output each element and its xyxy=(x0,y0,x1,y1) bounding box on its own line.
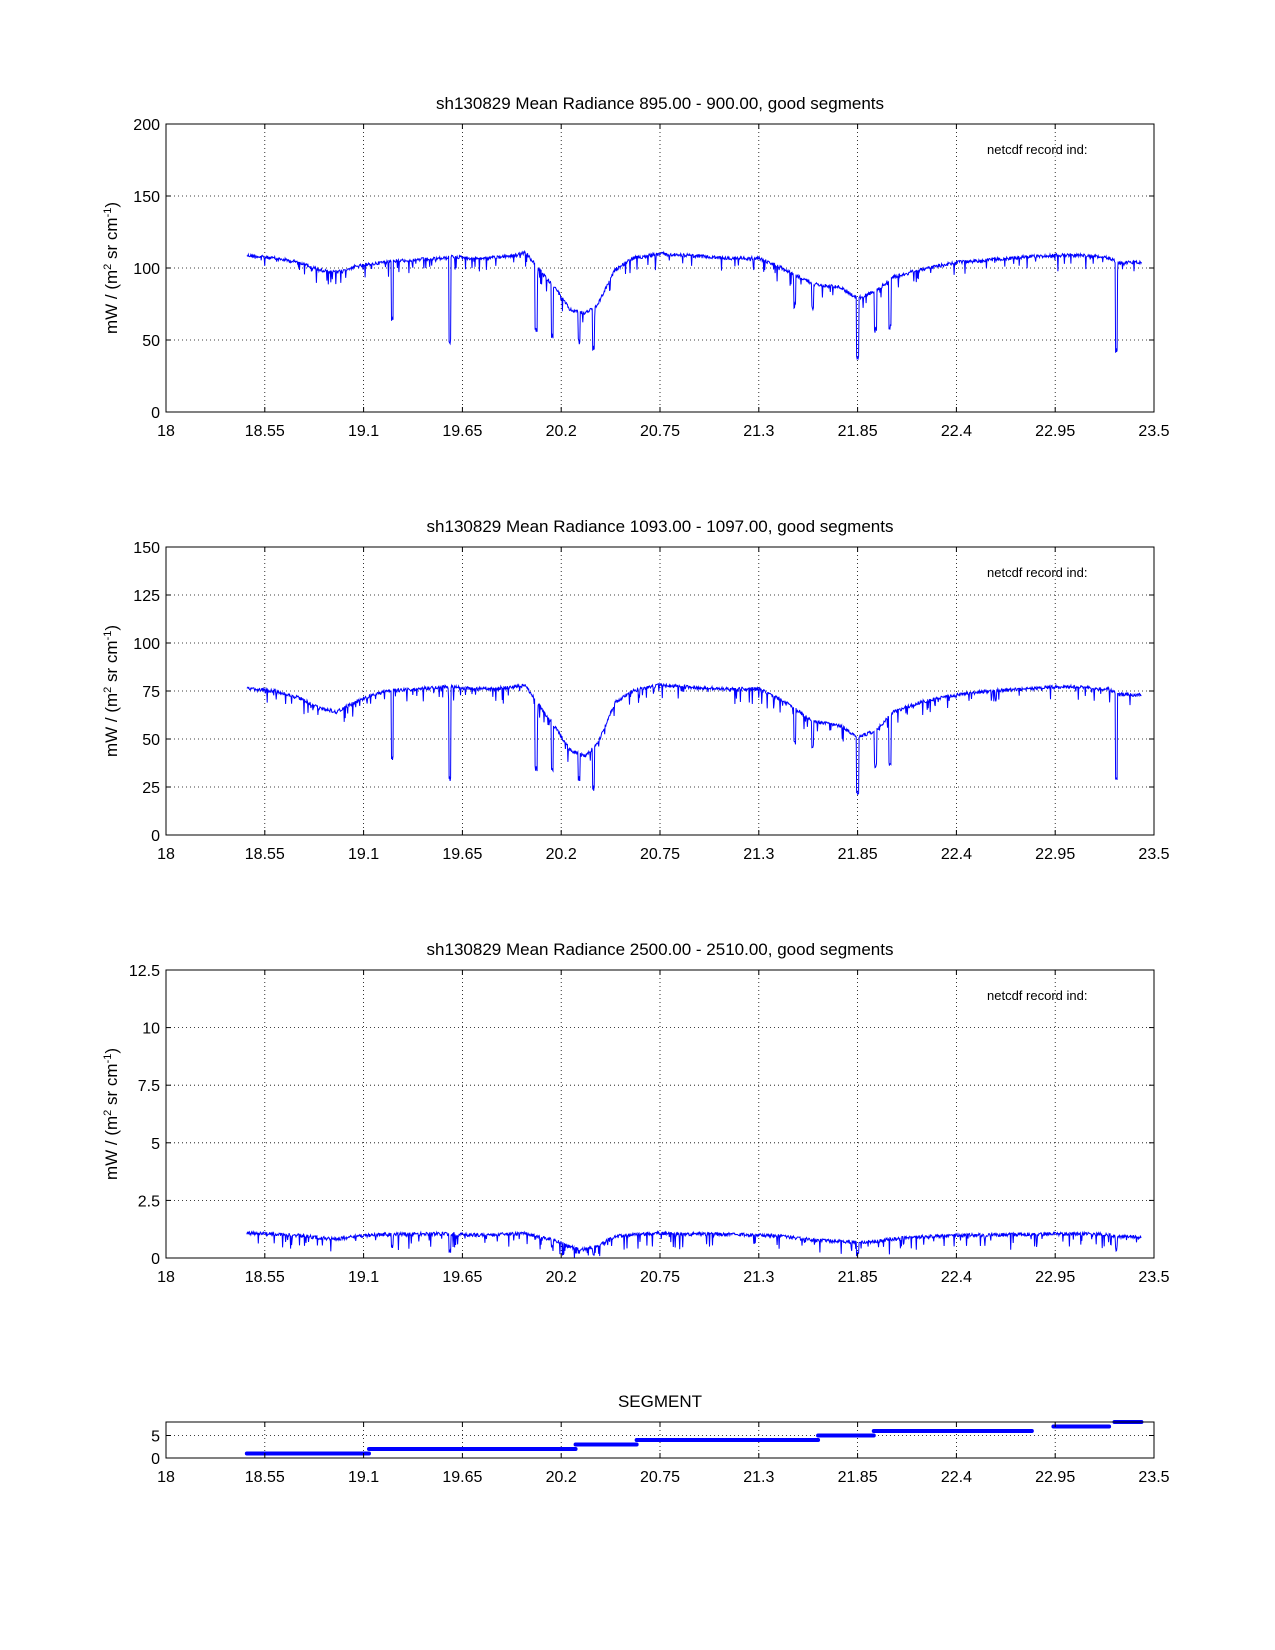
panel-2-y-tick-label: 100 xyxy=(133,636,160,653)
panel-4-ticks: 18 18.55 19.1 19.65 20.2 20.75 21.3 21.85 22.4 22… xyxy=(151,1422,1170,1486)
panel-4-x-tick-label: 20.2 xyxy=(546,1469,577,1486)
panel-2-x-tick-label: 19.65 xyxy=(442,846,482,863)
panel-4-x-tick-label: 18 xyxy=(157,1469,175,1486)
panel-2-y-tick-label: 25 xyxy=(142,780,160,797)
panel-2-y-tick-label: 150 xyxy=(133,540,160,557)
panel-2-grid xyxy=(166,547,1154,835)
panel-3-y-axis-label: mW / (m2 sr cm-1) xyxy=(102,1048,121,1180)
panel-2-plot-area xyxy=(246,682,1142,795)
panel-3-title: sh130829 Mean Radiance 2500.00 - 2510.00… xyxy=(427,940,894,959)
panel-1-x-tick-label: 18.55 xyxy=(245,423,285,440)
panel-4-plot-area xyxy=(244,1420,1144,1456)
panel-3-plot-area xyxy=(246,1229,1142,1259)
panel-2-x-tick-label: 23.5 xyxy=(1138,846,1169,863)
panel-1-grid xyxy=(166,124,1154,412)
panel-2-y-axis-label: mW / (m2 sr cm-1) xyxy=(102,625,121,757)
panel-2-x-tick-label: 18.55 xyxy=(245,846,285,863)
panel-1: sh130829 Mean Radiance 895.00 - 900.00, … xyxy=(102,94,1170,440)
panel-1-title: sh130829 Mean Radiance 895.00 - 900.00, … xyxy=(436,94,884,113)
panel-2-y-tick-label: 75 xyxy=(142,684,160,701)
panel-4-x-tick-label: 22.95 xyxy=(1035,1469,1075,1486)
panel-2: sh130829 Mean Radiance 1093.00 - 1097.00… xyxy=(102,517,1170,863)
panel-4-x-tick-label: 23.5 xyxy=(1138,1469,1169,1486)
panel-2-y-tick-label: 0 xyxy=(151,828,160,845)
panel-3-x-tick-label: 18.55 xyxy=(245,1269,285,1286)
panel-3-x-tick-label: 18 xyxy=(157,1269,175,1286)
panel-3-y-tick-label: 2.5 xyxy=(138,1193,160,1210)
panel-4-x-tick-label: 21.85 xyxy=(838,1469,878,1486)
panel-4-x-tick-label: 20.75 xyxy=(640,1469,680,1486)
panel-2-y-tick-label: 125 xyxy=(133,588,160,605)
panel-1-x-tick-label: 20.75 xyxy=(640,423,680,440)
panel-2-y-tick-label: 50 xyxy=(142,732,160,749)
panel-3-x-tick-label: 22.4 xyxy=(941,1269,972,1286)
panel-1-x-tick-label: 22.95 xyxy=(1035,423,1075,440)
panel-2-x-tick-label: 20.75 xyxy=(640,846,680,863)
panel-3-x-tick-label: 19.1 xyxy=(348,1269,379,1286)
panel-1-x-tick-label: 18 xyxy=(157,423,175,440)
panel-3-series-line xyxy=(246,1229,1142,1259)
panel-2-x-tick-label: 22.4 xyxy=(941,846,972,863)
panel-3-annotation: netcdf record ind: xyxy=(987,988,1087,1003)
panel-4-x-tick-label: 19.65 xyxy=(442,1469,482,1486)
panel-1-y-tick-label: 200 xyxy=(133,117,160,134)
panel-1-plot-area xyxy=(246,249,1142,361)
panel-3-x-tick-label: 22.95 xyxy=(1035,1269,1075,1286)
panel-3-grid xyxy=(166,970,1154,1258)
panel-3-y-tick-label: 5 xyxy=(151,1136,160,1153)
panel-1-y-axis-label: mW / (m2 sr cm-1) xyxy=(102,202,121,334)
panel-3-y-tick-label: 10 xyxy=(142,1021,160,1038)
panel-1-x-tick-label: 19.1 xyxy=(348,423,379,440)
panel-1-x-tick-label: 23.5 xyxy=(1138,423,1169,440)
panel-4-x-tick-label: 21.3 xyxy=(743,1469,774,1486)
panel-3: sh130829 Mean Radiance 2500.00 - 2510.00… xyxy=(102,940,1170,1286)
panel-2-x-tick-label: 19.1 xyxy=(348,846,379,863)
panel-2-series-line xyxy=(246,682,1142,795)
panel-1-x-tick-label: 20.2 xyxy=(546,423,577,440)
panel-3-x-tick-label: 20.2 xyxy=(546,1269,577,1286)
panel-1-y-tick-label: 100 xyxy=(133,261,160,278)
panel-1-x-tick-label: 19.65 xyxy=(442,423,482,440)
panel-1-ticks: 18 18.55 19.1 19.65 20.2 20.75 21.3 21.85 22.4 22… xyxy=(133,117,1169,440)
panel-4-x-tick-label: 22.4 xyxy=(941,1469,972,1486)
panel-2-annotation: netcdf record ind: xyxy=(987,565,1087,580)
panel-2-title: sh130829 Mean Radiance 1093.00 - 1097.00… xyxy=(427,517,894,536)
panel-4-y-tick-label: 5 xyxy=(151,1429,160,1446)
panel-2-ticks: 18 18.55 19.1 19.65 20.2 20.75 21.3 21.85 22.4 22… xyxy=(133,540,1169,863)
panel-2-x-tick-label: 21.3 xyxy=(743,846,774,863)
panel-2-x-tick-label: 20.2 xyxy=(546,846,577,863)
panel-3-x-tick-label: 21.85 xyxy=(838,1269,878,1286)
panel-1-y-tick-label: 150 xyxy=(133,189,160,206)
panel-1-x-tick-label: 21.85 xyxy=(838,423,878,440)
panel-3-x-tick-label: 23.5 xyxy=(1138,1269,1169,1286)
panel-1-series-line xyxy=(246,249,1142,361)
panel-4-title: SEGMENT xyxy=(618,1392,702,1411)
panel-3-x-tick-label: 21.3 xyxy=(743,1269,774,1286)
panel-1-x-tick-label: 22.4 xyxy=(941,423,972,440)
panel-2-x-tick-label: 21.85 xyxy=(838,846,878,863)
panel-2-x-tick-label: 22.95 xyxy=(1035,846,1075,863)
panel-3-y-tick-label: 0 xyxy=(151,1251,160,1268)
panel-1-y-tick-label: 50 xyxy=(142,333,160,350)
panel-4-y-tick-label: 0 xyxy=(151,1451,160,1468)
panel-4-x-tick-label: 18.55 xyxy=(245,1469,285,1486)
panel-3-y-tick-label: 7.5 xyxy=(138,1078,160,1095)
panel-1-y-tick-label: 0 xyxy=(151,405,160,422)
panel-2-x-tick-label: 18 xyxy=(157,846,175,863)
panel-3-x-tick-label: 20.75 xyxy=(640,1269,680,1286)
panel-1-x-tick-label: 21.3 xyxy=(743,423,774,440)
panel-1-annotation: netcdf record ind: xyxy=(987,142,1087,157)
panel-4-x-tick-label: 19.1 xyxy=(348,1469,379,1486)
panel-3-x-tick-label: 19.65 xyxy=(442,1269,482,1286)
panel-3-y-tick-label: 12.5 xyxy=(129,963,160,980)
panel-4-grid xyxy=(166,1422,1154,1458)
panel-3-ticks: 18 18.55 19.1 19.65 20.2 20.75 21.3 21.85 22.4 22… xyxy=(129,963,1170,1286)
panel-4: SEGMENT 18 18.55 19.1 19.65 20.2 20.75 21.3 21.… xyxy=(151,1392,1170,1486)
